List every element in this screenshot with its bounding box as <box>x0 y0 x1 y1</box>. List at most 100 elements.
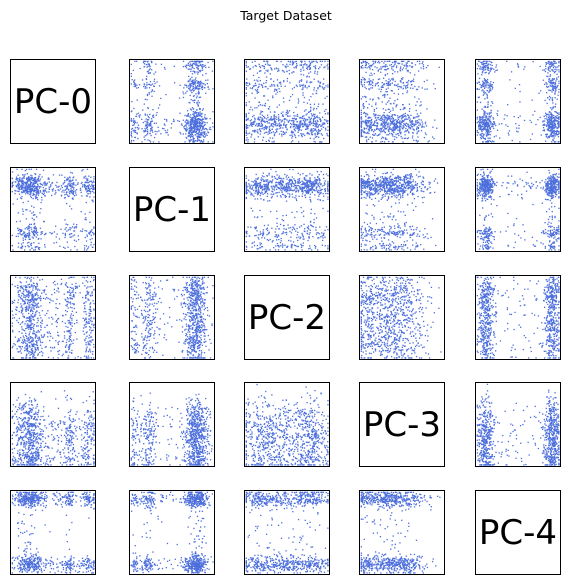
data-point <box>283 80 284 81</box>
data-point <box>212 71 213 72</box>
data-point <box>196 71 197 72</box>
data-point <box>395 61 396 62</box>
data-point <box>375 83 376 84</box>
data-point <box>411 121 412 122</box>
data-point <box>302 87 303 88</box>
data-point <box>435 88 436 89</box>
data-point <box>151 61 152 62</box>
data-point <box>263 83 264 84</box>
data-point <box>368 139 369 140</box>
data-point <box>376 120 377 121</box>
data-point <box>186 120 187 121</box>
data-point <box>283 98 284 99</box>
data-point <box>293 71 294 72</box>
data-point <box>159 104 160 105</box>
data-point <box>150 141 151 142</box>
data-point <box>322 135 323 136</box>
data-point <box>260 134 261 135</box>
data-point <box>289 110 290 111</box>
data-point <box>276 119 277 120</box>
data-point <box>146 121 147 122</box>
data-point <box>177 120 178 121</box>
data-point <box>406 68 407 69</box>
data-point <box>292 132 293 133</box>
data-point <box>307 125 308 126</box>
data-point <box>198 81 199 82</box>
data-point <box>372 82 373 83</box>
data-point <box>248 113 249 114</box>
data-point <box>205 73 206 74</box>
data-point <box>201 87 202 88</box>
data-point <box>394 139 395 140</box>
data-point <box>409 111 410 112</box>
data-point <box>254 130 255 131</box>
data-point <box>415 120 416 121</box>
data-point <box>309 86 310 87</box>
data-point <box>202 128 203 129</box>
data-point <box>372 61 373 62</box>
data-point <box>293 121 294 122</box>
data-point <box>387 61 388 62</box>
data-point <box>269 122 270 123</box>
data-point <box>275 124 276 125</box>
data-point <box>388 81 389 82</box>
data-point <box>419 105 420 106</box>
data-point <box>202 89 203 90</box>
data-point <box>294 61 295 62</box>
data-point <box>192 114 193 115</box>
data-point <box>158 130 159 131</box>
data-point <box>272 96 273 97</box>
data-point <box>190 84 191 85</box>
data-point <box>270 111 271 112</box>
data-point <box>262 115 263 116</box>
data-point <box>249 84 250 85</box>
data-point <box>146 124 147 125</box>
data-point <box>188 69 189 70</box>
data-point <box>317 121 318 122</box>
data-point <box>252 87 253 88</box>
data-point <box>415 124 416 125</box>
data-point <box>325 113 326 114</box>
data-point <box>366 141 367 142</box>
data-point <box>246 82 247 83</box>
data-point <box>422 63 423 64</box>
data-point <box>310 119 311 120</box>
data-point <box>288 121 289 122</box>
data-point <box>380 91 381 92</box>
data-point <box>286 64 287 65</box>
data-point <box>138 125 139 126</box>
data-point <box>135 122 136 123</box>
data-point <box>327 123 328 124</box>
data-point <box>144 137 145 138</box>
data-point <box>418 98 419 99</box>
data-point <box>304 118 305 119</box>
data-point <box>321 133 322 134</box>
data-point <box>396 105 397 106</box>
diagonal-label: PC-0 <box>14 82 92 122</box>
data-point <box>146 128 147 129</box>
data-point <box>417 126 418 127</box>
data-point <box>138 113 139 114</box>
data-point <box>139 115 140 116</box>
data-point <box>394 114 395 115</box>
data-point <box>147 122 148 123</box>
data-point <box>307 119 308 120</box>
data-point <box>267 70 268 71</box>
data-point <box>402 77 403 78</box>
data-point <box>391 78 392 79</box>
data-point <box>404 131 405 132</box>
data-point <box>374 111 375 112</box>
data-point <box>387 85 388 86</box>
data-point <box>260 104 261 105</box>
data-point <box>321 128 322 129</box>
data-point <box>154 137 155 138</box>
data-point <box>269 129 270 130</box>
data-point <box>310 138 311 139</box>
data-point <box>259 129 260 130</box>
data-point <box>296 85 297 86</box>
data-point <box>425 132 426 133</box>
data-point <box>282 114 283 115</box>
data-point <box>132 125 133 126</box>
data-point <box>283 132 284 133</box>
data-point <box>417 136 418 137</box>
